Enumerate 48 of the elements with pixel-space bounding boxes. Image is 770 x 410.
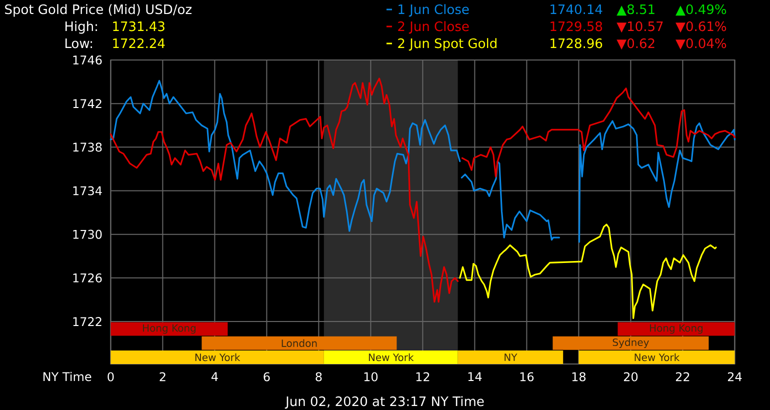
band-label: New York — [634, 353, 680, 362]
text: High: — [65, 21, 97, 34]
text: ▲0.49% — [676, 4, 726, 16]
text: ▼10.57 — [616, 21, 663, 33]
text: 1740.14 — [550, 4, 602, 14]
band-label: London — [282, 339, 317, 348]
text: Jun 02, 2020 at 23:17 NY Time — [284, 396, 484, 409]
text: 1728.96 — [550, 38, 602, 48]
legend-label: 1 Jun Close — [398, 4, 469, 17]
y-tick-label: 1746 — [73, 55, 102, 65]
y-tick-label: 1730 — [73, 230, 102, 239]
text: ▲8.51 — [616, 4, 654, 16]
x-tick-label: 14 — [468, 372, 482, 381]
band-label: Hong Kong — [143, 324, 196, 334]
text: 1722.24 — [113, 38, 165, 48]
x-tick-label: 12 — [416, 372, 430, 382]
text: 1729.58 — [550, 21, 602, 32]
text: 1731.43 — [113, 21, 164, 32]
band-label: Hong Kong — [650, 324, 703, 334]
y-tick-label: 1738 — [73, 142, 102, 152]
band-label: New York — [195, 353, 240, 362]
x-tick-label: 24 — [728, 372, 742, 382]
chart-title: Spot Gold Price (Mid) USD/oz — [5, 4, 192, 17]
x-tick-label: 6 — [264, 372, 270, 382]
x-tick-label: 0 — [108, 372, 114, 382]
x-tick-label: 16 — [520, 372, 534, 382]
y-tick-label: 1734 — [73, 186, 102, 196]
x-axis-title: NY Time — [43, 372, 92, 382]
legend-label: 2 Jun Spot Gold — [398, 38, 496, 51]
band-label: NY — [504, 354, 518, 361]
y-tick-label: 1742 — [73, 99, 102, 108]
text: ▼0.04% — [676, 38, 726, 50]
band-label: New York — [368, 353, 414, 362]
x-tick-label: 8 — [316, 372, 322, 382]
text: Low: — [65, 38, 92, 48]
x-tick-label: 22 — [676, 372, 690, 382]
line-series — [459, 224, 717, 320]
x-tick-label: 18 — [572, 372, 586, 382]
x-tick-label: 4 — [211, 372, 218, 381]
y-tick-label: 1722 — [73, 317, 102, 326]
x-tick-label: 10 — [364, 372, 378, 382]
text: ▼0.61% — [676, 21, 726, 33]
x-tick-label: 2 — [160, 372, 166, 382]
band-label: Sydney — [612, 338, 649, 348]
x-tick-label: 20 — [624, 372, 638, 382]
text: ▼0.62 — [616, 38, 654, 50]
y-tick-label: 1726 — [73, 273, 102, 282]
legend-label: 2 Jun Close — [398, 21, 469, 34]
